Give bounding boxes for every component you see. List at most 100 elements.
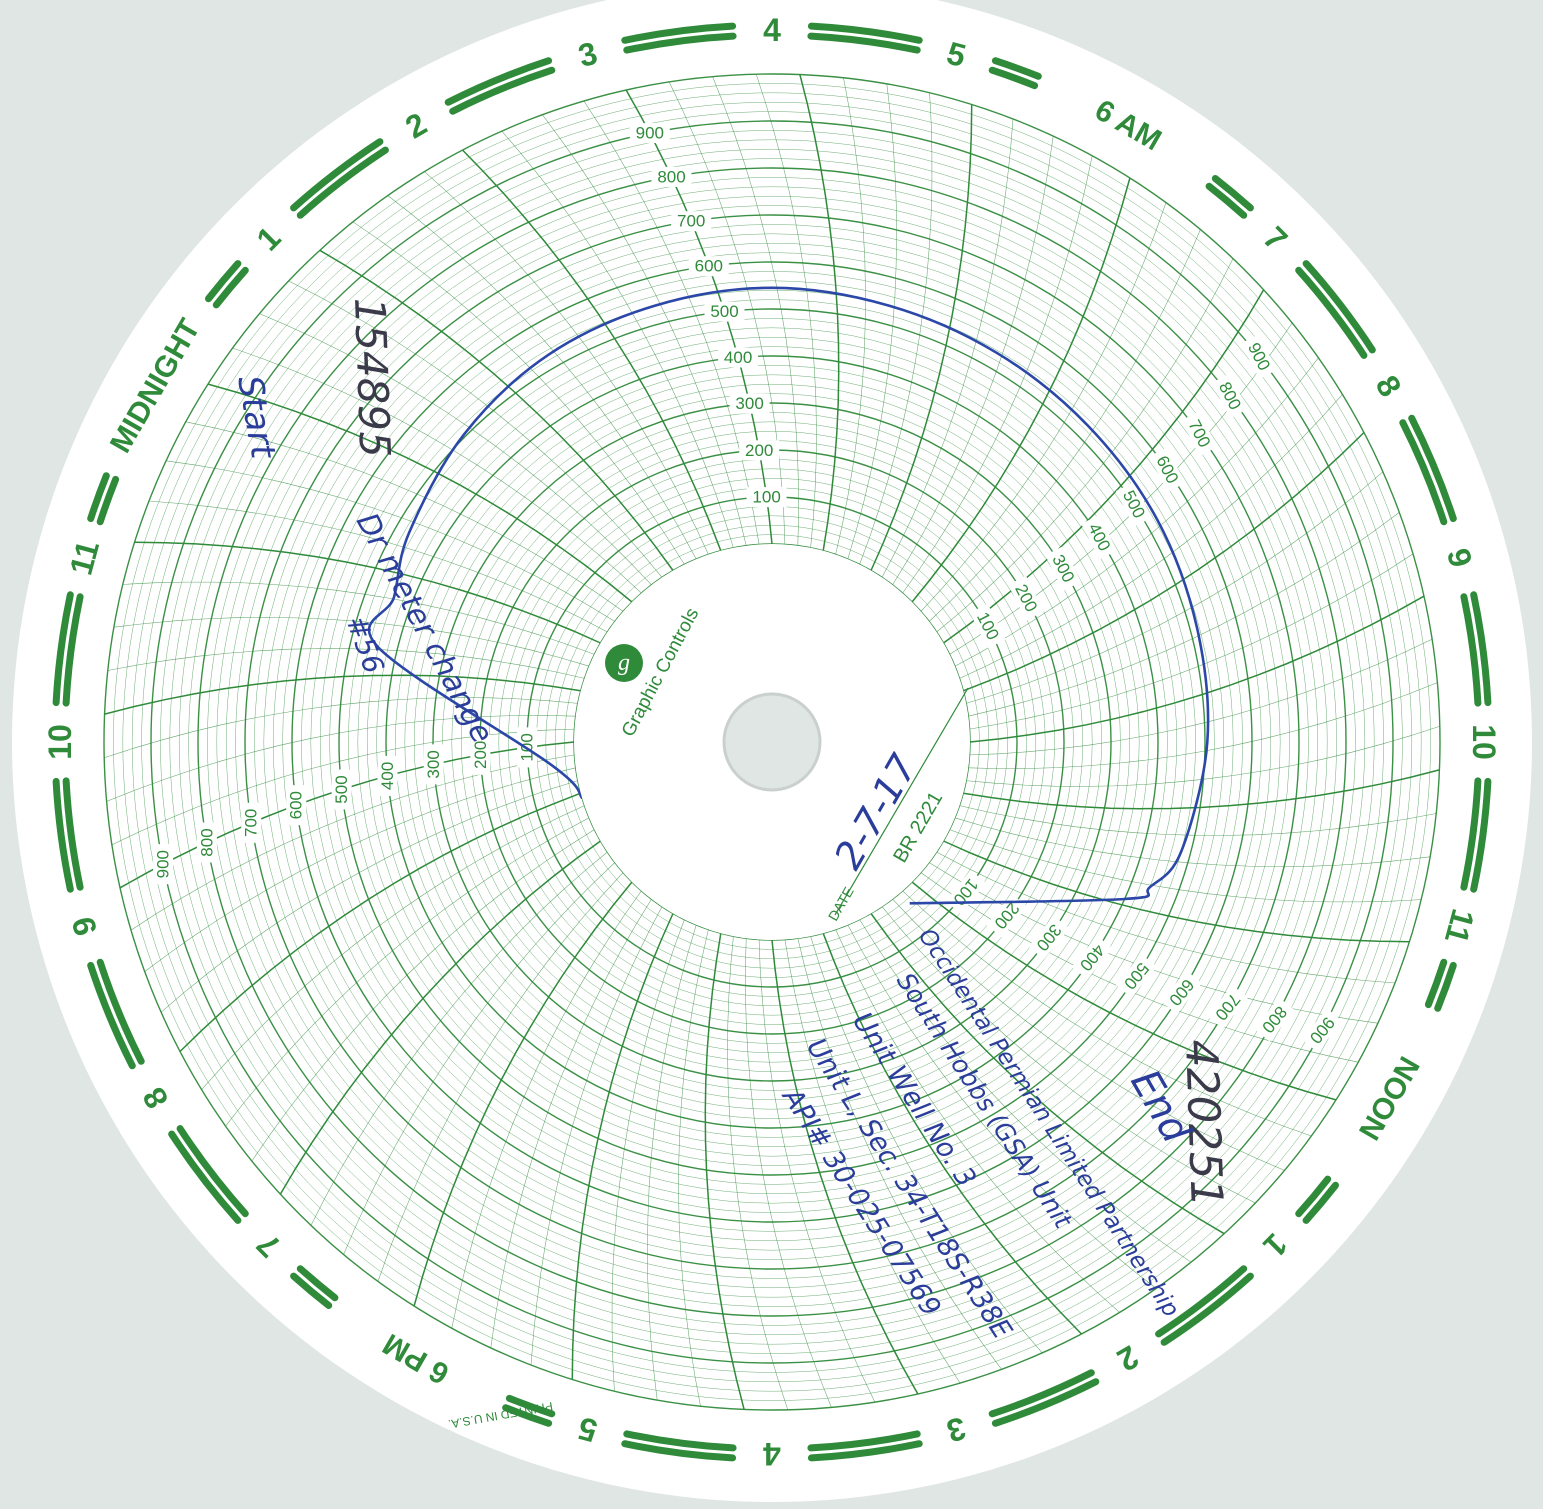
grid-minor-line: [920, 202, 1167, 612]
scale-label-bg: [704, 301, 745, 322]
grid-minor-line: [954, 817, 1431, 867]
grid-ring: [263, 233, 1281, 1251]
scale-label: 800: [197, 828, 216, 856]
grid-hour-line: [799, 74, 840, 551]
scale-label: 600: [287, 791, 306, 819]
grid-minor-line: [969, 553, 1414, 730]
trace-line: [367, 286, 1210, 905]
grid-minor-line: [902, 155, 1093, 594]
grid-ring: [413, 383, 1131, 1101]
grid-ring: [507, 477, 1037, 1007]
grid-ring: [442, 412, 1102, 1072]
grid-ring: [207, 177, 1337, 1307]
time-band-segment: [96, 475, 120, 526]
gc-logo-icon: g: [605, 644, 643, 682]
time-band-segment: [52, 777, 74, 893]
grid-ring: [460, 430, 1084, 1054]
time-band-segment: [96, 958, 145, 1065]
grid-minor-line: [835, 929, 1120, 1313]
time-band-segment: [807, 22, 923, 44]
scale-label-bg: [651, 166, 692, 187]
grid-hour-line: [943, 289, 1265, 644]
grid-ring: [564, 534, 980, 950]
grid-minor-line: [225, 817, 590, 1127]
grid-ring: [225, 195, 1319, 1289]
scale-label-bg: [1254, 997, 1295, 1042]
grid-ring: [282, 252, 1262, 1232]
time-band-segment: [290, 138, 384, 212]
grid-minor-line: [755, 74, 817, 548]
grid-minor-line: [113, 617, 590, 667]
scale-label-bg: [196, 822, 217, 863]
grid-hour-line: [870, 104, 973, 571]
scale-label: 800: [657, 167, 685, 186]
grid-minor-line: [611, 919, 685, 1392]
grid-minor-line: [104, 697, 578, 759]
grid-ring: [254, 224, 1290, 1260]
svg-text:g: g: [618, 650, 630, 676]
grid-ring: [169, 139, 1375, 1345]
grid-minor-line: [111, 728, 575, 846]
grid-hour-line: [911, 177, 1131, 603]
grid-minor-line: [968, 682, 1438, 769]
scale-label-bg: [1301, 1008, 1343, 1053]
grid-ring-major: [338, 308, 1206, 1176]
grid-ring: [319, 289, 1225, 1195]
grid-hour-line: [943, 840, 1410, 943]
time-band-segment: [807, 1440, 923, 1462]
time-band-segment: [87, 472, 110, 523]
grid-minor-line: [583, 100, 760, 545]
grid-minor-line: [758, 939, 876, 1403]
time-band-segment: [1295, 266, 1368, 359]
grid-minor-line: [810, 936, 1043, 1354]
grid-hour-line: [279, 840, 601, 1195]
grid-ring: [235, 205, 1309, 1279]
grid-hour-line: [771, 939, 919, 1395]
grid-minor-line: [160, 780, 578, 1013]
time-band-segment: [807, 1430, 921, 1452]
scale-label-bg: [986, 893, 1028, 938]
grid-hour-line: [413, 881, 633, 1307]
time-band-segment: [87, 961, 136, 1070]
time-band-segment: [991, 57, 1042, 80]
grid-minor-line: [797, 938, 1002, 1370]
scale-label: 300: [424, 750, 443, 778]
scale-label: 200: [471, 741, 490, 769]
grid-minor-line: [352, 221, 685, 565]
scale-label-bg: [739, 440, 780, 461]
time-band-segment: [290, 1272, 333, 1309]
scale-label: 700: [242, 809, 261, 837]
grid-ring: [357, 327, 1187, 1157]
time-band-segment: [296, 1265, 339, 1302]
scale-label: 600: [695, 257, 723, 276]
grid-minor-line: [959, 805, 1437, 836]
time-band-segment: [1460, 593, 1482, 707]
grid-minor-line: [966, 471, 1384, 704]
grid-minor-line: [966, 725, 1440, 787]
grid-hour-line: [104, 674, 581, 715]
grid-ring-major: [150, 120, 1394, 1364]
grid-hour-line: [461, 149, 722, 551]
time-band-segment: [212, 266, 249, 309]
time-band-segment: [1470, 591, 1492, 707]
scale-label-bg: [470, 734, 491, 775]
grid-minor-line: [490, 898, 652, 1348]
grid-minor-line: [259, 313, 652, 586]
grid-hour-line: [911, 881, 1337, 1101]
grid-minor-line: [892, 898, 1285, 1171]
grid-minor-line: [727, 936, 789, 1410]
time-band-segment: [991, 1378, 1100, 1427]
scale-label: 900: [636, 124, 664, 143]
grid-ring-major: [244, 214, 1300, 1270]
grid-minor-line: [451, 890, 642, 1329]
time-band-segment: [807, 32, 921, 54]
grid-ring: [216, 186, 1328, 1298]
grid-ring: [451, 421, 1093, 1063]
grid-ring: [423, 393, 1121, 1091]
grid-minor-line: [106, 715, 576, 802]
time-band-segment: [1470, 777, 1492, 893]
grid-ring: [141, 111, 1403, 1373]
center-hole[interactable]: [722, 692, 822, 792]
grid-hour-line: [822, 933, 1083, 1335]
grid-minor-line: [936, 258, 1234, 633]
